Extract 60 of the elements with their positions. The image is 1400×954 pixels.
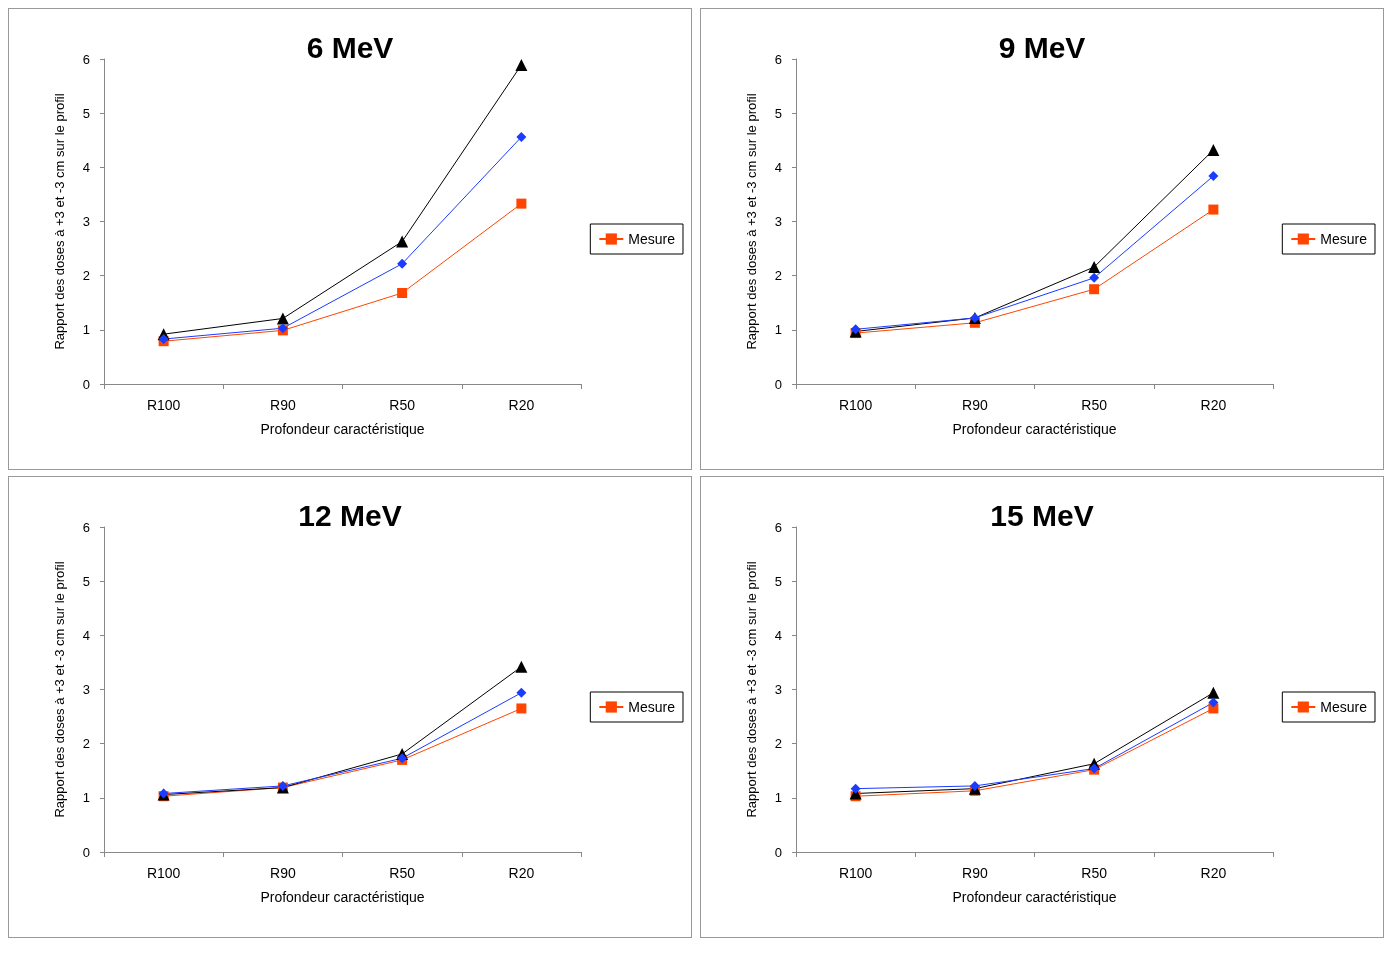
y-tick-label: 4	[82, 159, 90, 175]
y-tick-label: 2	[82, 268, 90, 284]
y-tick-label: 3	[82, 214, 90, 229]
y-tick-label: 1	[774, 790, 782, 806]
y-axis-title: Rapport des doses à +3 et -3 cm sur le profil	[744, 93, 759, 350]
x-tick-label: R100	[838, 397, 873, 413]
x-tick-label: R50	[1081, 865, 1108, 881]
y-tick-label: 3	[82, 682, 90, 697]
y-axis-title: Rapport des doses à +3 et -3 cm sur le profil	[52, 561, 67, 818]
x-tick-label: R50	[389, 865, 416, 881]
x-axis-title: Profondeur caractéristique	[260, 421, 425, 437]
chart-title: 15 MeV	[990, 498, 1094, 532]
legend-label: Mesure	[1320, 231, 1368, 247]
chart-title: 6 MeV	[306, 30, 394, 64]
y-tick-label: 6	[774, 519, 782, 535]
y-tick-label: 4	[774, 159, 782, 175]
y-tick-label: 3	[774, 682, 782, 697]
x-tick-label: R20	[1200, 397, 1227, 413]
y-tick-label: 5	[82, 105, 90, 121]
chart-title: 9 MeV	[998, 30, 1086, 64]
x-axis-title: Profondeur caractéristique	[260, 889, 425, 905]
legend-label: Mesure	[628, 231, 676, 247]
y-axis-title: Rapport des doses à +3 et -3 cm sur le profil	[744, 561, 759, 818]
y-tick-label: 0	[82, 376, 90, 392]
x-tick-label: R100	[838, 865, 873, 881]
y-axis-title: Rapport des doses à +3 et -3 cm sur le profil	[52, 93, 67, 350]
x-tick-label: R90	[270, 397, 296, 413]
x-tick-label: R90	[962, 397, 988, 413]
x-tick-label: R50	[1081, 397, 1108, 413]
y-tick-label: 0	[774, 844, 782, 860]
chart-title: 12 MeV	[298, 498, 402, 532]
y-tick-label: 2	[774, 268, 782, 284]
y-tick-label: 0	[774, 376, 782, 392]
y-tick-label: 6	[774, 51, 782, 67]
y-tick-label: 4	[82, 627, 90, 643]
y-tick-label: 4	[774, 627, 782, 643]
y-tick-label: 1	[82, 790, 90, 806]
y-tick-label: 1	[82, 322, 90, 338]
legend-label: Mesure	[628, 699, 676, 715]
x-tick-label: R90	[962, 865, 988, 881]
y-tick-label: 6	[82, 51, 90, 67]
x-axis-title: Profondeur caractéristique	[952, 889, 1117, 905]
y-tick-label: 2	[82, 736, 90, 752]
x-tick-label: R50	[389, 397, 416, 413]
y-tick-label: 3	[774, 214, 782, 229]
y-tick-label: 0	[82, 844, 90, 860]
x-tick-label: R20	[508, 865, 535, 881]
x-tick-label: R20	[1200, 865, 1227, 881]
x-tick-label: R100	[146, 865, 181, 881]
x-tick-label: R100	[146, 397, 181, 413]
x-tick-label: R90	[270, 865, 296, 881]
y-tick-label: 2	[774, 736, 782, 752]
x-tick-label: R20	[508, 397, 535, 413]
y-tick-label: 5	[82, 573, 90, 589]
y-tick-label: 5	[774, 105, 782, 121]
y-tick-label: 5	[774, 573, 782, 589]
y-tick-label: 1	[774, 322, 782, 338]
legend-label: Mesure	[1320, 699, 1368, 715]
y-tick-label: 6	[82, 519, 90, 535]
x-axis-title: Profondeur caractéristique	[952, 421, 1117, 437]
